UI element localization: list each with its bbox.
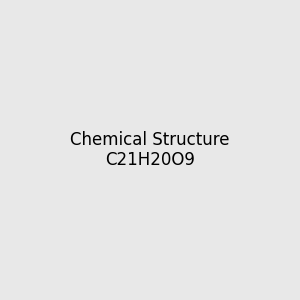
Text: Chemical Structure
C21H20O9: Chemical Structure C21H20O9 [70,130,230,170]
